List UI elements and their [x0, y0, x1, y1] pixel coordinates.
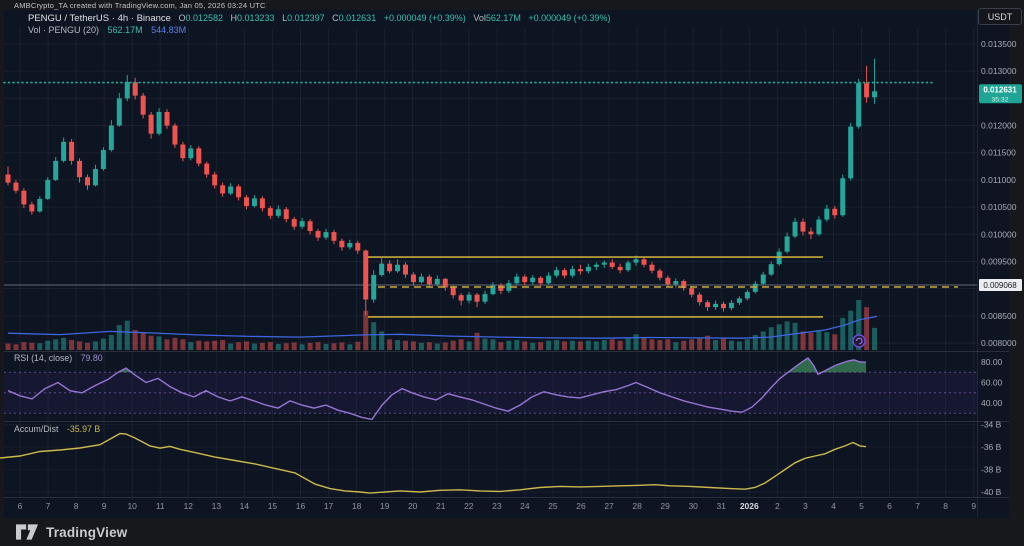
volume-ma-value: 544.83M	[151, 25, 187, 35]
accdist-title[interactable]: Accum/Dist	[14, 424, 59, 434]
tradingview-logo-icon[interactable]	[16, 524, 38, 540]
tradingview-logo-text[interactable]: TradingView	[46, 524, 128, 540]
volume-indicator-title[interactable]: Vol · PENGU (20)	[28, 25, 100, 35]
ohlc-open-label: O	[178, 13, 186, 23]
ohlc-open-value: 0.012582	[185, 13, 223, 23]
ohlc-high-label: H	[230, 13, 238, 23]
symbol-title[interactable]: PENGU / TetherUS · 4h · Binance	[28, 13, 171, 24]
volume-indicator-legend[interactable]: Vol · PENGU (20) 562.17M 544.83M	[28, 25, 186, 35]
ohlc-close-value: 0.012631	[338, 13, 377, 23]
volume-label: Vol	[473, 13, 486, 23]
price-change: +0.000049 (+0.39%)	[383, 13, 466, 23]
rsi-title[interactable]: RSI (14, close)	[14, 353, 73, 363]
rsi-value: 79.80	[80, 353, 103, 363]
currency-toggle-button[interactable]: USDT	[978, 8, 1022, 25]
ohlc-high-value: 0.013233	[237, 13, 275, 23]
attribution-text: AMBCrypto_TA created with TradingView.co…	[14, 1, 266, 10]
accdist-legend[interactable]: Accum/Dist -35.97 B	[14, 424, 100, 434]
ohlc-close-label: C	[332, 13, 339, 23]
bottom-toolbar: TradingView	[0, 518, 1024, 546]
ohlc-low-label: L	[282, 13, 288, 23]
ohlc-low-value: 0.012397	[287, 13, 325, 23]
volume-value: 562.17M	[485, 13, 521, 23]
rsi-legend[interactable]: RSI (14, close) 79.80	[14, 353, 103, 363]
accdist-value: -35.97 B	[66, 424, 101, 434]
volume-indicator-value: 562.17M	[107, 25, 143, 35]
chart-canvas[interactable]	[4, 10, 1009, 518]
volume-change: +0.000049 (+0.39%)	[528, 13, 611, 23]
symbol-legend[interactable]: PENGU / TetherUS · 4h · Binance O0.01258…	[28, 13, 610, 24]
